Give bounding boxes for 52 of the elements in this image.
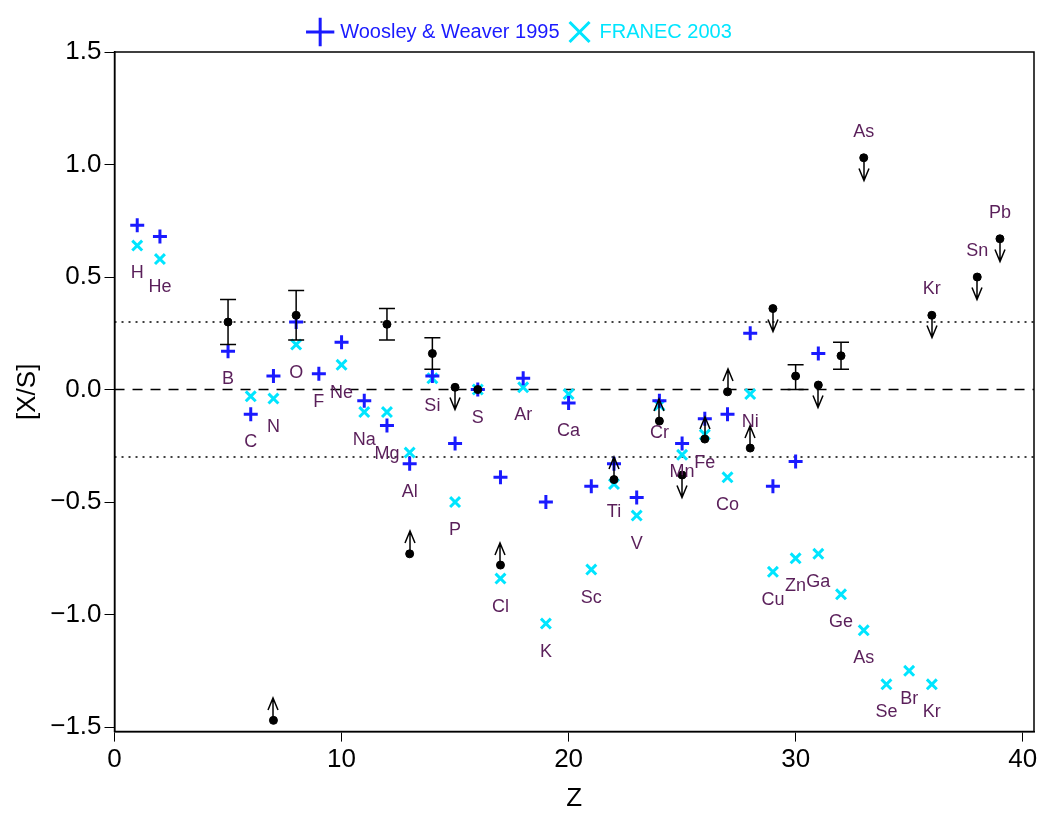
- x-tick-label: 40: [1008, 743, 1038, 774]
- annotation: B: [222, 368, 235, 389]
- annotation: C: [244, 431, 258, 452]
- annotation: Sc: [580, 586, 602, 607]
- annotation: S: [471, 406, 484, 427]
- annotation: Zn: [785, 575, 807, 596]
- annotation: Kr: [922, 278, 941, 299]
- annotation: Si: [424, 395, 441, 416]
- annotation: Ga: [806, 570, 832, 591]
- x-axis-title: Z: [566, 781, 583, 812]
- x-tick-label: 0: [107, 743, 122, 774]
- y-tick-label: −1.5: [50, 710, 102, 741]
- y-tick-label: 1.0: [65, 147, 102, 178]
- x-tick-label: 10: [327, 743, 357, 774]
- annotation: O: [289, 361, 304, 382]
- annotation: Mn: [669, 460, 695, 481]
- annotation: Fe: [694, 451, 716, 472]
- y-tick-label: 0.5: [65, 260, 102, 291]
- y-tick-label: −1.0: [50, 597, 102, 628]
- y-tick-label: 0.0: [65, 372, 102, 403]
- annotation: F: [313, 390, 325, 411]
- annotation: Ti: [606, 501, 622, 522]
- annotation: Cl: [491, 595, 509, 616]
- annotation: V: [630, 532, 643, 553]
- annotation: Ca: [557, 420, 582, 441]
- y-tick-label: 1.5: [65, 35, 102, 66]
- annotation: Kr: [922, 701, 941, 722]
- annotation: Sn: [966, 240, 989, 260]
- annotation: Ar: [514, 404, 533, 425]
- annotation: As: [853, 647, 875, 668]
- x-tick-label: 20: [554, 743, 584, 774]
- annotation: H: [130, 262, 144, 283]
- annotation: Co: [716, 494, 740, 515]
- annotation: He: [148, 276, 172, 296]
- annotation: Na: [352, 429, 377, 450]
- annotation: Ge: [829, 611, 854, 632]
- y-tick-label: −0.5: [50, 485, 102, 516]
- legend-label: Woosley & Weaver 1995: [340, 19, 560, 42]
- annotation: Ni: [741, 411, 759, 432]
- annotation: P: [449, 519, 462, 540]
- annotation: Cu: [761, 588, 785, 609]
- x-tick-label: 30: [781, 743, 811, 774]
- annotation: Al: [401, 480, 418, 501]
- annotation: Se: [875, 701, 898, 722]
- annotation: K: [539, 640, 552, 661]
- legend-label: FRANEC 2003: [599, 19, 732, 42]
- annotation: Br: [900, 687, 919, 708]
- annotation: N: [266, 415, 280, 436]
- y-axis-title: [X/S]: [10, 363, 41, 420]
- annotation: Pb: [988, 201, 1011, 222]
- annotation: As: [853, 120, 875, 141]
- annotation: Cr: [649, 422, 669, 443]
